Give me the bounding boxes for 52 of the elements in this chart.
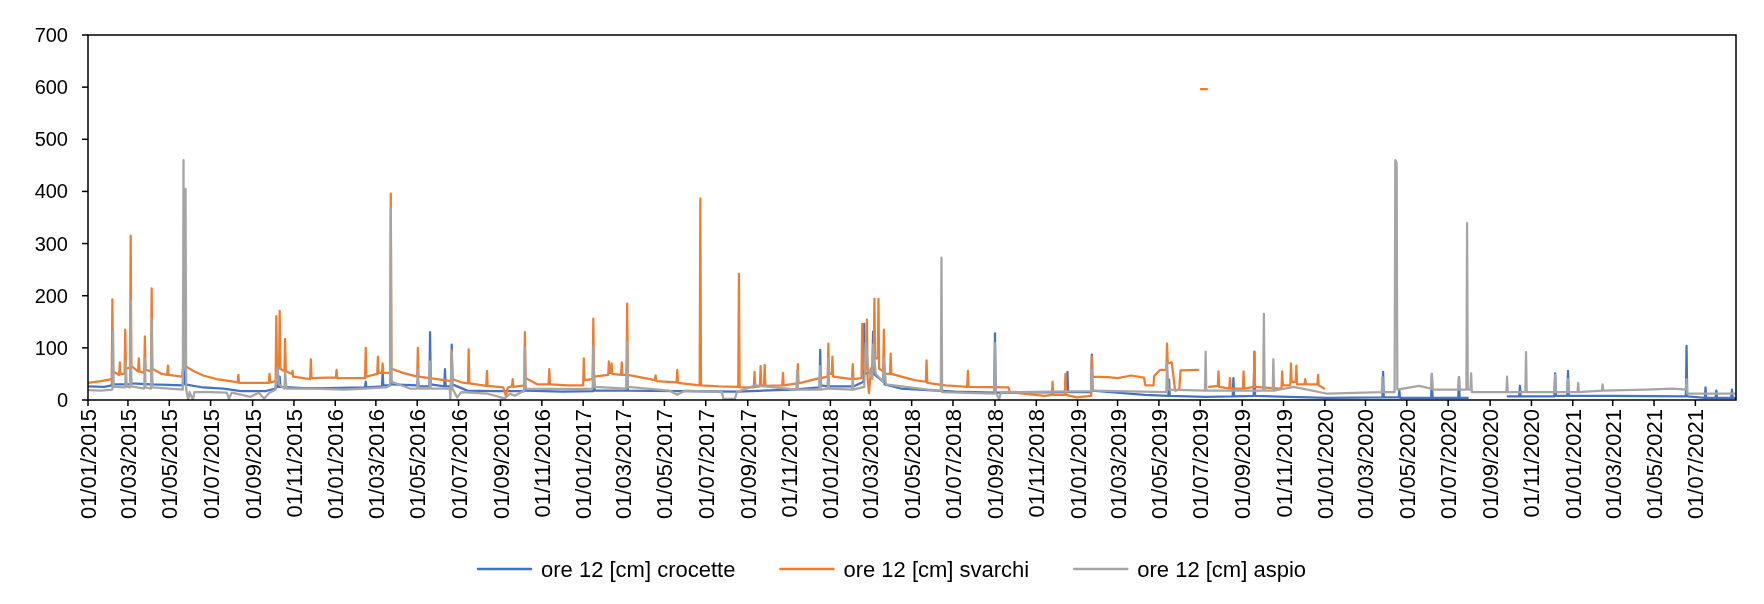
x-tick-label: 01/09/2019 xyxy=(1229,409,1255,520)
x-tick-label: 01/07/2017 xyxy=(693,409,719,520)
x-tick-label: 01/01/2018 xyxy=(817,409,843,520)
y-tick-label: 600 xyxy=(34,76,68,99)
x-tick-label: 01/09/2016 xyxy=(488,409,514,520)
legend-label: ore 12 [cm] svarchi xyxy=(843,556,1030,582)
x-tick-label: 01/11/2018 xyxy=(1023,409,1049,518)
x-tick-label: 01/05/2018 xyxy=(899,409,925,520)
x-tick-label: 01/01/2019 xyxy=(1065,409,1091,520)
x-tick-label: 01/09/2018 xyxy=(982,409,1008,520)
x-tick-label: 01/01/2021 xyxy=(1560,409,1586,520)
x-tick-label: 01/07/2020 xyxy=(1435,409,1461,520)
x-tick-label: 01/11/2019 xyxy=(1271,409,1297,518)
y-tick-label: 0 xyxy=(56,389,68,411)
x-tick-label: 01/03/2015 xyxy=(115,409,141,520)
x-tick-label: 01/07/2015 xyxy=(198,409,224,520)
x-tick-label: 01/07/2016 xyxy=(446,409,472,520)
x-tick-label: 01/07/2018 xyxy=(940,409,966,520)
y-tick-label: 700 xyxy=(34,24,68,46)
x-tick-label: 01/05/2021 xyxy=(1641,409,1667,520)
legend-label: ore 12 [cm] aspio xyxy=(1137,556,1306,582)
x-tick-label: 01/11/2015 xyxy=(281,409,307,518)
x-tick-label: 01/03/2020 xyxy=(1352,409,1378,520)
y-tick-label: 500 xyxy=(34,128,68,151)
x-tick-label: 01/05/2016 xyxy=(404,409,430,520)
x-tick-label: 01/03/2021 xyxy=(1600,409,1626,520)
x-tick-label: 01/01/2017 xyxy=(570,409,596,520)
y-tick-label: 300 xyxy=(34,232,68,255)
x-tick-label: 01/07/2019 xyxy=(1187,409,1213,520)
x-tick-label: 01/03/2017 xyxy=(610,409,636,520)
x-tick-label: 01/03/2019 xyxy=(1105,409,1131,520)
x-tick-label: 01/05/2015 xyxy=(156,409,182,520)
x-tick-label: 01/05/2020 xyxy=(1394,409,1420,520)
x-tick-label: 01/11/2020 xyxy=(1518,409,1544,518)
x-tick-label: 01/03/2018 xyxy=(857,409,883,520)
x-tick-label: 01/05/2019 xyxy=(1146,409,1172,520)
x-tick-label: 01/03/2016 xyxy=(363,409,389,520)
x-tick-label: 01/01/2020 xyxy=(1312,409,1338,520)
x-tick-label: 01/05/2017 xyxy=(651,409,677,520)
y-tick-label: 100 xyxy=(34,336,68,359)
line-series xyxy=(88,159,1736,400)
x-tick-label: 01/01/2016 xyxy=(322,409,348,520)
y-tick-label: 200 xyxy=(34,284,68,307)
x-tick-label: 01/07/2021 xyxy=(1682,409,1708,520)
x-tick-label: 01/09/2015 xyxy=(240,409,266,520)
x-tick-label: 01/11/2016 xyxy=(529,409,555,518)
y-tick-label: 400 xyxy=(34,180,68,203)
legend-label: ore 12 [cm] crocette xyxy=(541,556,736,582)
x-tick-label: 01/09/2017 xyxy=(735,409,761,520)
x-tick-label: 01/11/2017 xyxy=(776,409,802,518)
x-tick-label: 01/01/2015 xyxy=(75,409,101,520)
x-tick-label: 01/09/2020 xyxy=(1477,409,1503,520)
